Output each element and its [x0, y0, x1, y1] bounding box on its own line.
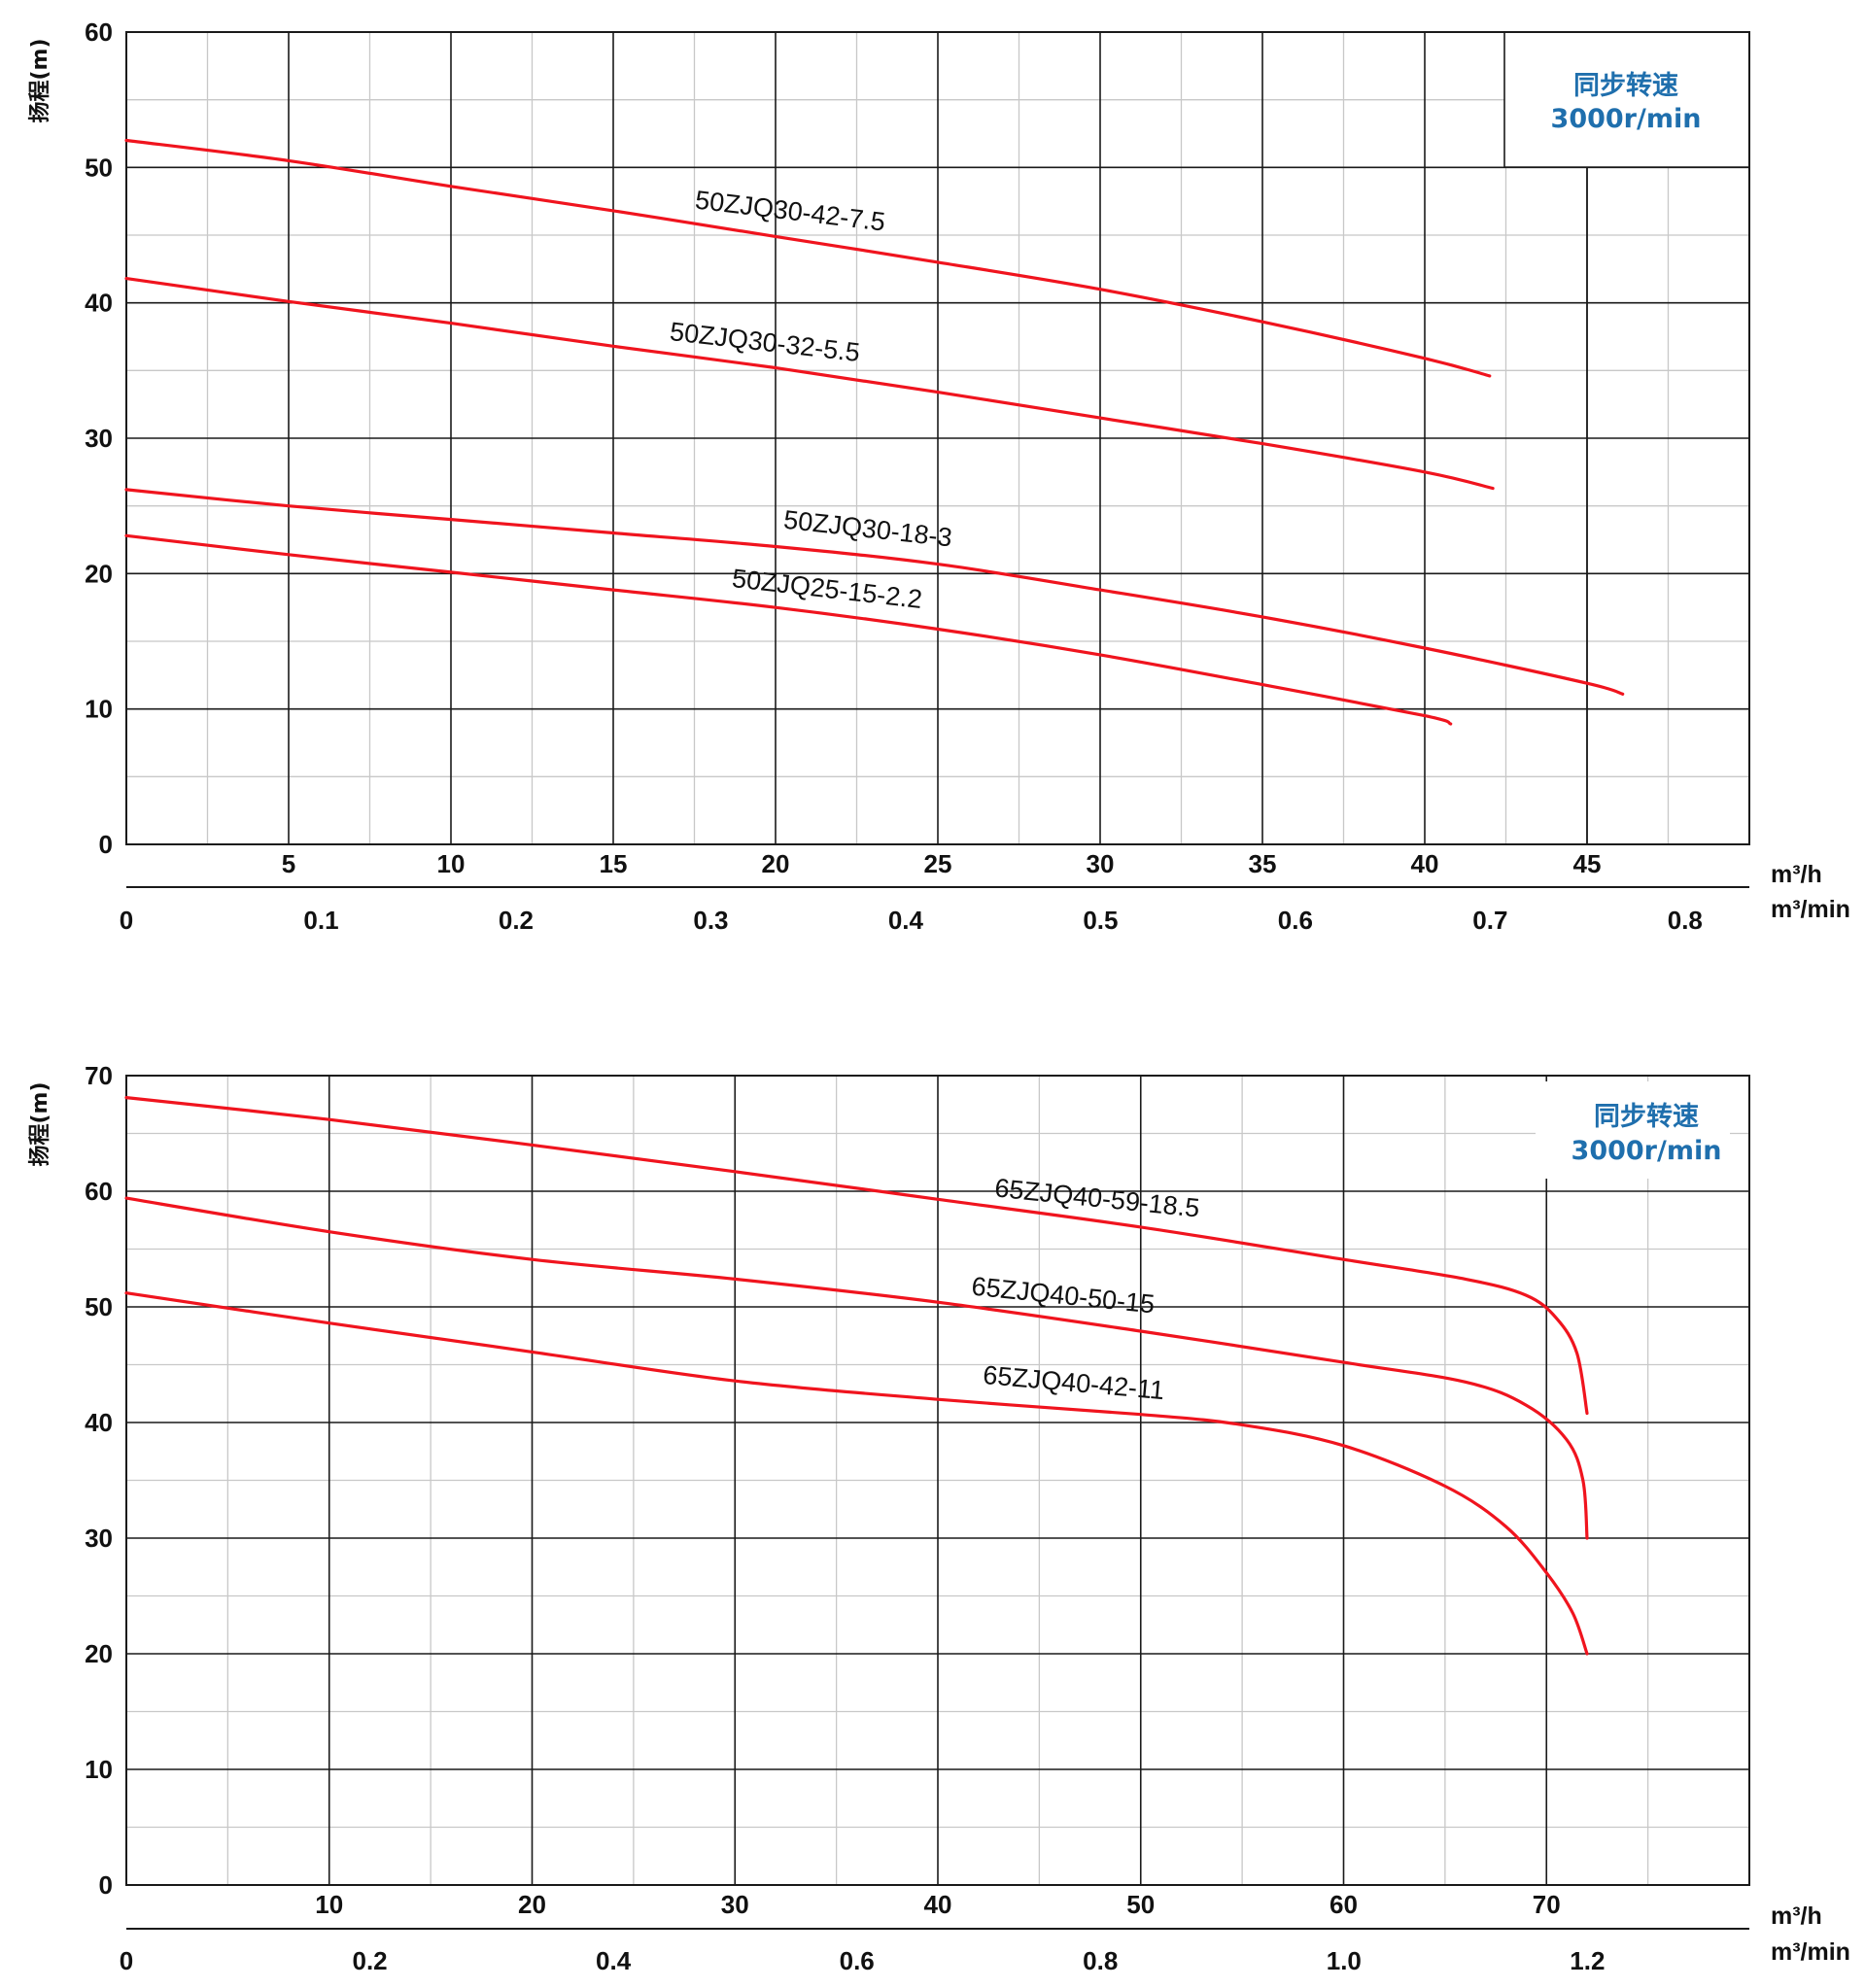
- speed-note-title: 同步转速: [1573, 71, 1678, 101]
- y-tick-label: 0: [99, 830, 113, 859]
- y-tick-label: 20: [85, 559, 113, 588]
- x-tick-label-m3min: 0.2: [352, 1946, 387, 1975]
- y-tick-label: 60: [85, 17, 113, 47]
- y-tick-label: 10: [85, 695, 113, 724]
- curve-label-65zjq40-59-18.5: 65ZJQ40-59-18.5: [993, 1173, 1201, 1222]
- y-tick-label: 50: [85, 1292, 113, 1321]
- y-tick-label: 30: [85, 1524, 113, 1553]
- x-tick-label-m3h: 30: [721, 1890, 749, 1919]
- curve-label-50zjq30-18-3: 50ZJQ30-18-3: [782, 505, 953, 553]
- x-tick-label-m3h: 10: [315, 1890, 343, 1919]
- x-tick-label-m3min: 0.1: [303, 906, 338, 935]
- x-tick-label-m3h: 15: [600, 849, 628, 878]
- x-tick-label-m3min: 1.0: [1327, 1946, 1362, 1975]
- x-tick-label-m3min: 0.2: [499, 906, 534, 935]
- plot-frame: [125, 31, 1750, 845]
- x-tick-label-m3h: 40: [1411, 849, 1439, 878]
- curve-50zjq30-18-3: [124, 488, 1625, 696]
- y-tick-label: 40: [85, 1408, 113, 1437]
- x-unit-m3h: m³/h: [1771, 861, 1822, 888]
- curve-50zjq30-32-5.5: [124, 277, 1495, 491]
- speed-note-title: 同步转速: [1594, 1102, 1699, 1132]
- y-tick-label: 0: [99, 1870, 113, 1900]
- x-tick-label-m3h: 25: [924, 849, 952, 878]
- curve-50zjq30-42-7.5: [124, 138, 1492, 378]
- x-tick-label-m3h: 70: [1533, 1890, 1561, 1919]
- x-tick-label-m3min: 0.4: [888, 906, 924, 935]
- note-box-bg: [1504, 32, 1749, 167]
- y-tick-label: 40: [85, 289, 113, 318]
- x-tick-label-m3min: 0: [120, 1946, 133, 1975]
- x-tick-label-m3min: 0.7: [1472, 906, 1507, 935]
- x-tick-label-m3min: 0.6: [840, 1946, 875, 1975]
- x-tick-label-m3h: 35: [1249, 849, 1277, 878]
- x-tick-label-m3min: 0.4: [596, 1946, 632, 1975]
- speed-note-value: 3000r/min: [1571, 1136, 1722, 1166]
- curve-65zjq40-50-15: [124, 1196, 1589, 1540]
- x-tick-label-m3min: 1.2: [1570, 1946, 1605, 1975]
- x-tick-label-m3h: 20: [518, 1890, 546, 1919]
- x-tick-label-m3h: 10: [437, 849, 466, 878]
- x-tick-label-m3min: 0.8: [1083, 1946, 1118, 1975]
- y-tick-label: 10: [85, 1755, 113, 1784]
- x-tick-label-m3min: 0.3: [693, 906, 728, 935]
- y-tick-label: 20: [85, 1639, 113, 1668]
- y-tick-label: 30: [85, 424, 113, 453]
- curve-65zjq40-42-11: [124, 1291, 1589, 1656]
- note-box-bg: [1536, 1081, 1730, 1179]
- x-unit-m3min: m³/min: [1771, 1938, 1850, 1966]
- x-tick-label-m3h: 60: [1330, 1890, 1358, 1919]
- y-axis-label: 扬程(m): [28, 1081, 52, 1166]
- x-tick-label-m3min: 0.6: [1278, 906, 1313, 935]
- curve-50zjq25-15-2.2: [124, 533, 1453, 726]
- x-tick-label-m3min: 0: [120, 906, 133, 935]
- x-unit-m3h: m³/h: [1771, 1902, 1822, 1930]
- curve-label-50zjq30-32-5.5: 50ZJQ30-32-5.5: [669, 317, 862, 367]
- x-tick-label-m3h: 45: [1573, 849, 1602, 878]
- x-tick-label-m3h: 50: [1126, 1890, 1155, 1919]
- note-box-border: [1503, 32, 1749, 168]
- chart-65zjq: 0 10 20 30 40 50 60 70 10 20 30 40 50 60 70 0 0.2 0.4 0.6 0…: [28, 1061, 1850, 1975]
- curve-label-65zjq40-42-11: 65ZJQ40-42-11: [982, 1360, 1165, 1405]
- x-tick-label-m3h: 5: [282, 849, 295, 878]
- speed-note-value: 3000r/min: [1551, 104, 1702, 134]
- y-tick-label: 60: [85, 1177, 113, 1206]
- plot-frame: [125, 1075, 1750, 1886]
- x-tick-label-m3h: 30: [1087, 849, 1115, 878]
- x-tick-label-m3min: 0.8: [1668, 906, 1703, 935]
- y-tick-label: 50: [85, 153, 113, 182]
- x-tick-label-m3min: 0.5: [1083, 906, 1118, 935]
- curve-65zjq40-59-18.5: [124, 1096, 1589, 1416]
- y-tick-label: 70: [85, 1061, 113, 1090]
- x-tick-label-m3h: 20: [762, 849, 790, 878]
- x-unit-m3min: m³/min: [1771, 896, 1850, 923]
- chart-50zjq: 0 10 20 30 40 50 60 5 10 15 20 25 30 35 40 45 0 0.1 0.2 0.3…: [28, 17, 1850, 935]
- y-axis-label: 扬程(m): [28, 38, 52, 122]
- grid: [126, 1075, 1749, 1886]
- x-tick-label-m3h: 40: [924, 1890, 952, 1919]
